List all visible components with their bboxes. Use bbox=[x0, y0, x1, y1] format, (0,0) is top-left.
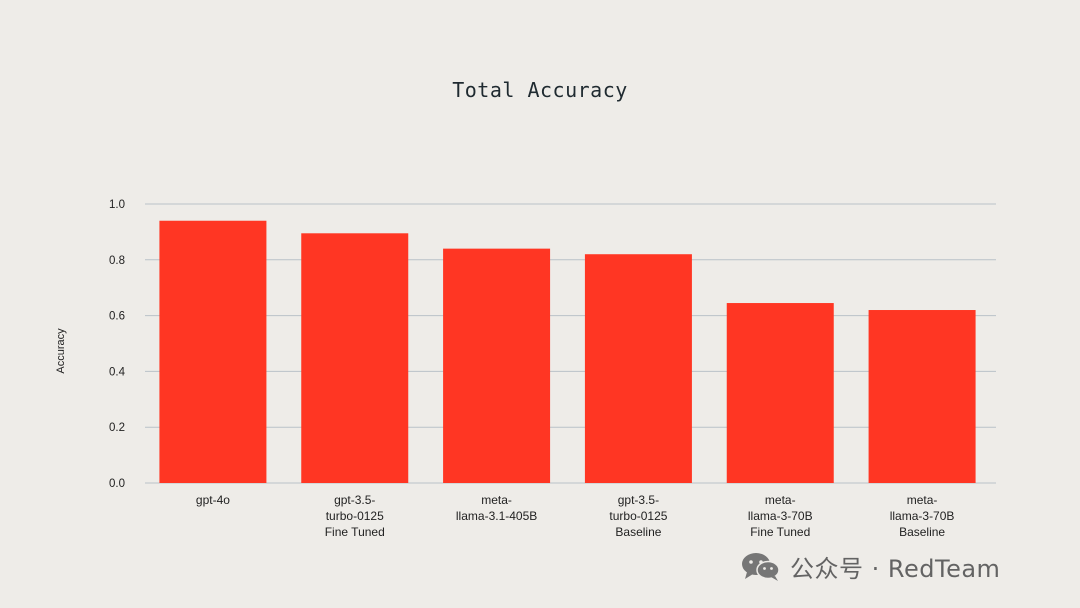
bar bbox=[726, 303, 834, 483]
x-tick-label: gpt-3.5-turbo-0125 Baseline bbox=[609, 493, 667, 539]
chart-title: Total Accuracy bbox=[452, 78, 628, 102]
x-tick-label: meta-llama-3-70B Fine Tuned bbox=[748, 493, 813, 539]
bar bbox=[301, 233, 409, 483]
bar bbox=[584, 254, 692, 483]
x-tick-label: meta-llama-3.1-405B bbox=[456, 493, 537, 523]
bar bbox=[443, 248, 551, 483]
watermark-text: 公众号 · RedTeam bbox=[790, 554, 1001, 583]
bar bbox=[868, 310, 976, 483]
y-tick-label: 0.4 bbox=[109, 366, 126, 378]
bar bbox=[159, 220, 267, 484]
bars bbox=[159, 220, 976, 484]
y-tick-label: 0.0 bbox=[109, 478, 125, 490]
y-tick-labels: 0.0 0.2 0.4 0.6 0.8 1.0 bbox=[109, 199, 126, 490]
x-tick-label: meta-llama-3-70B Baseline bbox=[890, 493, 955, 539]
x-tick-label: gpt-4o bbox=[196, 493, 230, 507]
y-axis-label: Accuracy bbox=[55, 328, 67, 374]
x-tick-label: gpt-3.5-turbo-0125 Fine Tuned bbox=[325, 493, 385, 539]
y-tick-label: 0.8 bbox=[109, 255, 125, 267]
y-tick-label: 1.0 bbox=[109, 199, 125, 211]
watermark: 公众号 · RedTeam bbox=[740, 548, 1000, 584]
y-tick-label: 0.6 bbox=[109, 311, 125, 323]
y-tick-label: 0.2 bbox=[109, 422, 125, 434]
wechat-icon bbox=[742, 553, 780, 581]
gridlines bbox=[145, 203, 996, 484]
x-tick-labels: gpt-4o gpt-3.5-turbo-0125 Fine Tuned meta-l… bbox=[196, 493, 955, 539]
